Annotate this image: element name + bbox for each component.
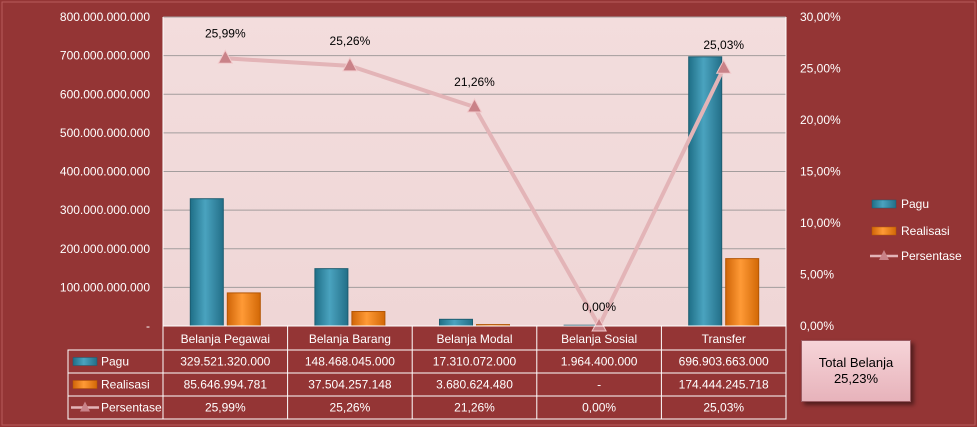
table-cell: 174.444.245.718: [679, 378, 769, 392]
data-label: 0,00%: [582, 300, 616, 314]
y2-tick-label: 25,00%: [800, 62, 841, 76]
table-cell: 696.903.663.000: [679, 355, 769, 369]
table-cell: 148.468.045.000: [305, 355, 395, 369]
y-axis-left: - 100.000.000.000 200.000.000.000 300.000.0…: [60, 10, 164, 333]
table-header-cell: Belanja Barang: [309, 332, 391, 346]
y2-tick-label: 15,00%: [800, 165, 841, 179]
gridlines: [163, 16, 786, 288]
table-cell: 21,26%: [454, 401, 495, 415]
y-tick-label: 700.000.000.000: [60, 49, 150, 63]
data-table: Belanja Pegawai Belanja Barang Belanja Mod…: [67, 325, 787, 420]
y-tick-label: 600.000.000.000: [60, 87, 150, 101]
table-key-realisasi: [72, 380, 98, 389]
y2-tick-label: 10,00%: [800, 216, 841, 230]
table-cell: 3.680.624.480: [436, 378, 513, 392]
data-label: 25,03%: [703, 38, 744, 52]
persentase-marker: [217, 49, 234, 64]
data-label: 21,26%: [454, 75, 495, 89]
table-cell: 25,26%: [330, 401, 371, 415]
table-row-label: Pagu: [101, 355, 129, 369]
persentase-marker: [342, 56, 358, 72]
legend-item: Realisasi: [871, 224, 950, 238]
y-axis-right: 0,00% 5,00% 10,00% 15,00% 20,00% 25,00% 30,00%: [785, 10, 841, 333]
table-header-cell: Belanja Pegawai: [181, 332, 270, 346]
bar-realisasi: [351, 311, 386, 327]
y-tick-label: 500.000.000.000: [60, 126, 150, 140]
persentase-marker: [715, 59, 732, 74]
table-cell: 37.504.257.148: [308, 378, 392, 392]
legend-label: Realisasi: [901, 224, 950, 238]
table-cell: 1.964.400.000: [561, 355, 638, 369]
table-cell: 25,99%: [205, 401, 246, 415]
y2-tick-label: 0,00%: [800, 319, 834, 333]
data-label: 25,26%: [330, 34, 371, 48]
legend-item: Pagu: [871, 197, 929, 211]
table-cell: 25,03%: [703, 401, 744, 415]
legend-swatch-pagu: [871, 199, 897, 209]
table-row-label: Persentase: [101, 401, 162, 415]
persentase-marker: [466, 97, 483, 113]
total-belanja-label: Total Belanja: [818, 355, 894, 370]
bar-realisasi: [725, 258, 760, 327]
total-belanja-box: Total Belanja 25,23%: [801, 340, 911, 402]
table-header-cell: Belanja Sosial: [561, 332, 637, 346]
y-tick-label: 300.000.000.000: [60, 203, 150, 217]
bar-pagu: [189, 198, 224, 327]
y-tick-label: 800.000.000.000: [60, 10, 150, 24]
table-cell: -: [597, 378, 601, 392]
bar-pagu: [314, 268, 349, 327]
total-belanja-value: 25,23%: [833, 371, 879, 386]
line-series-persentase: 25,99% 25,26% 21,26% 0,00% 25,03%: [205, 26, 744, 332]
table-cell: 0,00%: [582, 401, 616, 415]
y2-tick-label: 5,00%: [800, 268, 834, 282]
table-cell: 17.310.072.000: [433, 355, 517, 369]
persentase-marker: [591, 316, 607, 332]
legend-item: Persentase: [870, 249, 962, 263]
table-header-cell: Transfer: [702, 332, 746, 346]
y2-tick-label: 20,00%: [800, 113, 841, 127]
table-cell: 329.521.320.000: [180, 355, 270, 369]
y-tick-label: 400.000.000.000: [60, 165, 150, 179]
y-tick-label: -: [146, 319, 150, 333]
table-row-label: Realisasi: [101, 378, 150, 392]
bar-pagu: [688, 56, 723, 327]
bar-pagu: [439, 318, 473, 327]
data-label: 25,99%: [205, 26, 246, 40]
table-key-persentase: [71, 401, 99, 412]
y2-tick-label: 30,00%: [800, 10, 841, 24]
legend-swatch-realisasi: [871, 226, 897, 236]
legend-marker: [879, 250, 889, 260]
legend-label: Pagu: [901, 197, 929, 211]
bar-series: [189, 56, 760, 327]
table-key-pagu: [72, 357, 98, 366]
table-body-border: [67, 349, 787, 420]
key-marker: [80, 401, 90, 412]
y-tick-label: 200.000.000.000: [60, 242, 150, 256]
legend-label: Persentase: [901, 249, 962, 263]
table-cell: 85.646.994.781: [184, 378, 268, 392]
bar-realisasi: [226, 292, 261, 327]
table-header-cell: Belanja Modal: [436, 332, 512, 346]
legend: Pagu Realisasi Persentase: [870, 197, 962, 263]
y-tick-label: 100.000.000.000: [60, 280, 150, 294]
